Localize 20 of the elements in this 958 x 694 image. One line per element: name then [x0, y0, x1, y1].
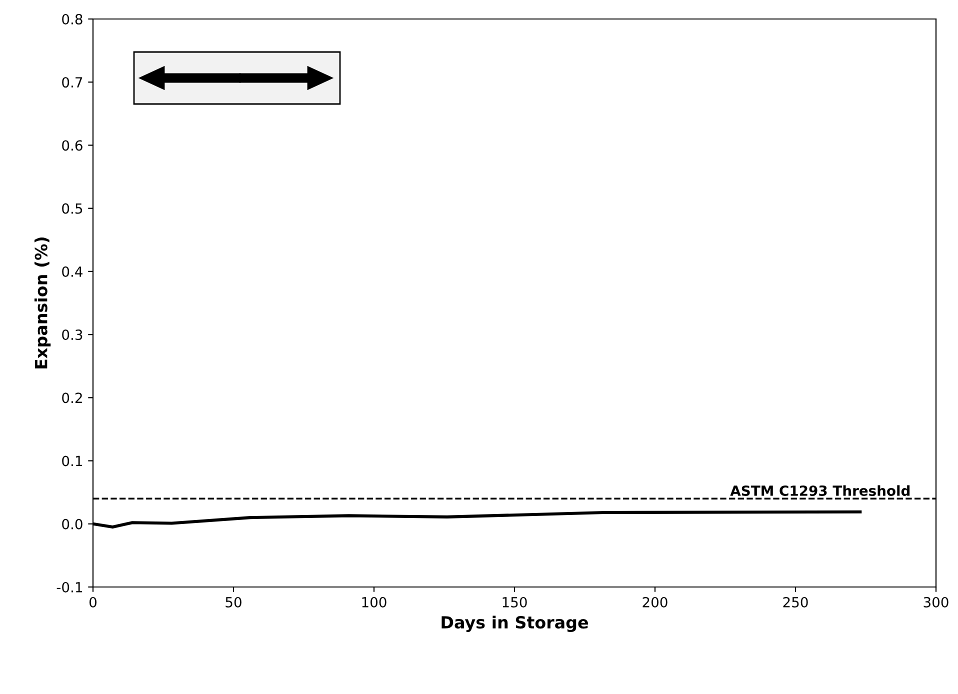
- x-tick-label: 300: [924, 596, 948, 608]
- x-tick-label: 100: [362, 596, 386, 608]
- x-tick-label: 0: [89, 596, 96, 608]
- y-tick-label: 0.6: [62, 140, 82, 151]
- x-axis-title: Days in Storage: [442, 616, 588, 632]
- x-tick-label: 50: [226, 596, 242, 608]
- x-tick-label: 150: [502, 596, 527, 608]
- y-tick-label: 0.7: [62, 77, 82, 88]
- y-tick-label: 0.8: [62, 14, 82, 24]
- y-tick-label: -0.1: [56, 582, 82, 592]
- y-tick-label: 0.4: [62, 266, 82, 277]
- ref-line-label: ASTM C1293 Threshold: [730, 485, 910, 496]
- y-tick-label: 0.5: [62, 203, 82, 214]
- x-tick-label: 200: [642, 596, 668, 608]
- y-tick-label: 0.1: [62, 456, 82, 466]
- y-tick-label: 0.2: [62, 392, 82, 404]
- x-tick-label: 250: [783, 596, 808, 608]
- y-axis-title: Expansion (%): [34, 238, 51, 368]
- y-tick-label: 0.0: [62, 518, 82, 530]
- y-tick-label: 0.3: [62, 330, 82, 340]
